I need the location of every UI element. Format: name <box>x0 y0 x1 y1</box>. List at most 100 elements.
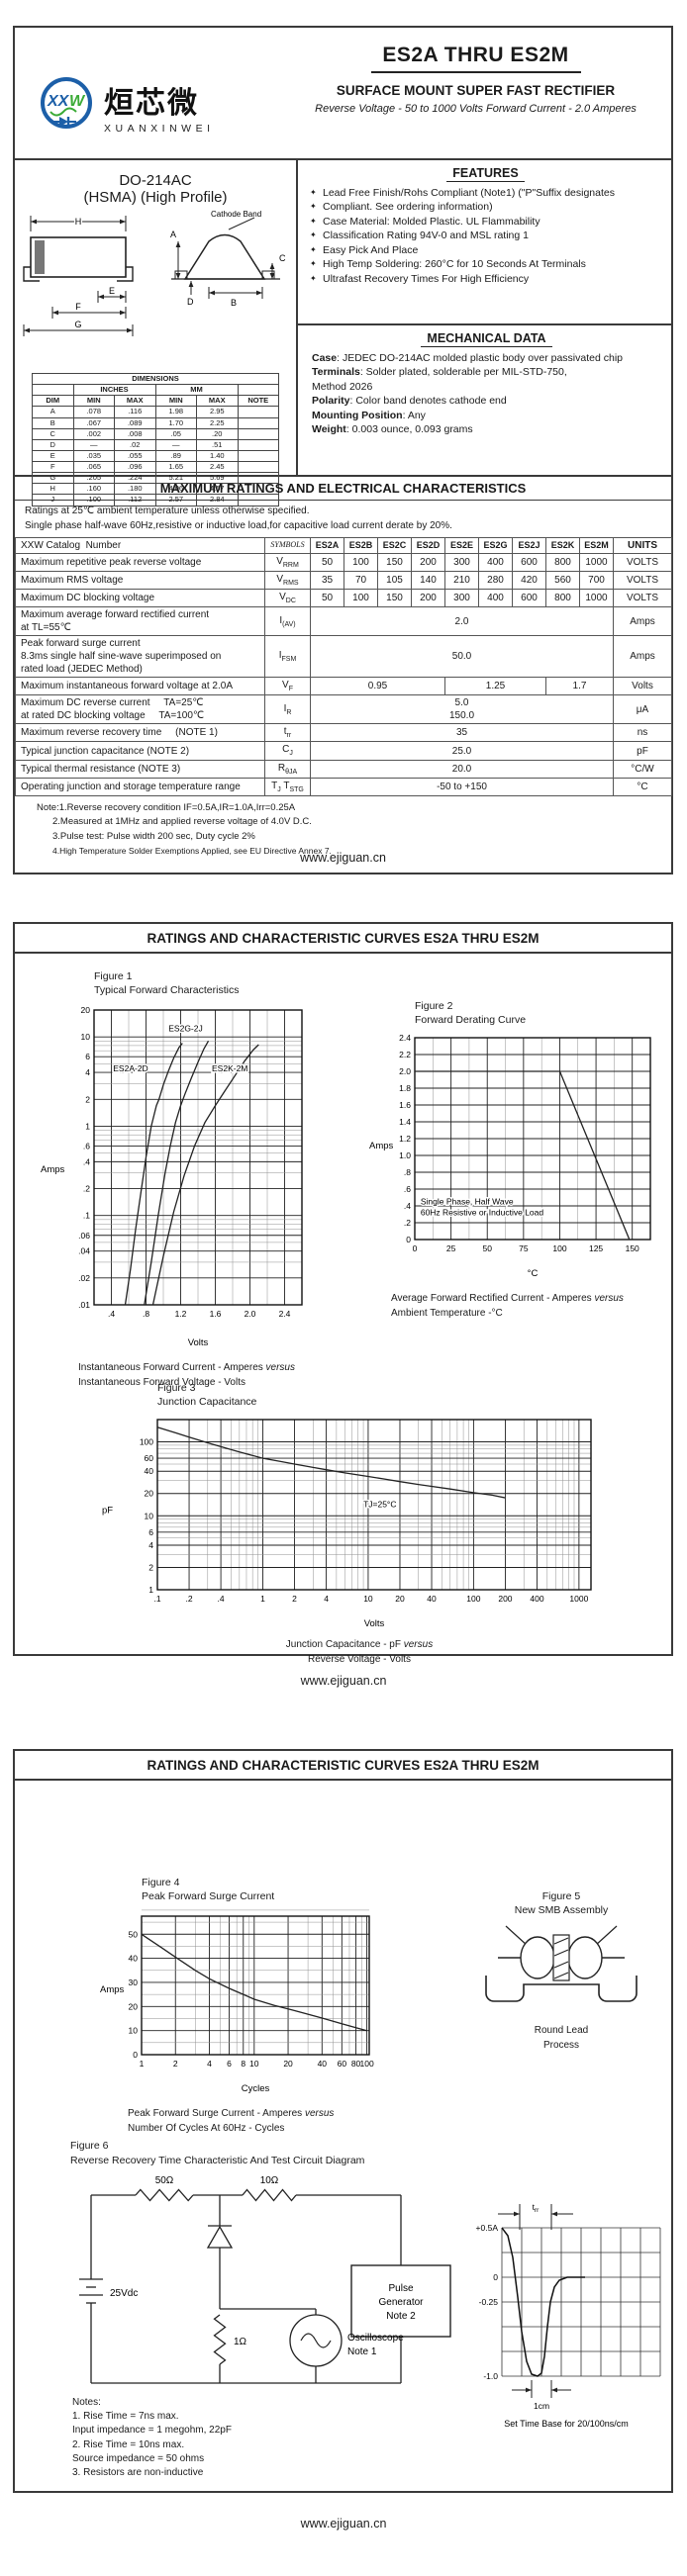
circuit-notes: Notes: 1. Rise Time = 7ns max. Input imped… <box>72 2396 232 2480</box>
svg-text:D: D <box>187 297 194 307</box>
figure-1: Figure 1 Typical Forward Characteristics.… <box>39 969 338 1390</box>
svg-text:+0.5A: +0.5A <box>476 2223 499 2233</box>
ratings-conditions: Ratings at 25℃ ambient temperature unles… <box>15 501 671 537</box>
recovery-waveform-svg: +0.5A 0 -0.25 -1.0 trr 1cm Set Time Base for 2… <box>476 2202 661 2429</box>
bullet-icon: ✦ <box>310 259 317 269</box>
ratings-condition-line1: Ratings at 25℃ ambient temperature unles… <box>25 506 310 516</box>
package-name: DO-214AC <box>119 172 192 189</box>
svg-text:.02: .02 <box>78 1273 90 1283</box>
ratings-condition-line2: Single phase half-wave 60Hz,resistive or… <box>25 519 452 531</box>
dimensions-table: DIMENSIONS INCHES MM DIM MIN MAX MIN MAX NOTE A .0… <box>32 372 279 506</box>
features-list: ✦ Lead Free Finish/Rohs Compliant (Note1)… <box>310 186 661 286</box>
note-line: 4.High Temperature Solder Exemptions App… <box>52 845 332 856</box>
svg-text:40: 40 <box>129 1954 139 1964</box>
fig3-plot: .1 .2 .4 1 2 4 10 20 40 100 200 400 1000 100 60 40 20 10 6… <box>102 1419 592 1629</box>
svg-text:100: 100 <box>359 2059 373 2069</box>
features-section: FEATURES ✦ Lead Free Finish/Rohs Complian… <box>298 160 671 323</box>
svg-text:W: W <box>69 93 86 110</box>
svg-text:.4: .4 <box>218 1594 225 1604</box>
svg-text:4: 4 <box>207 2059 212 2069</box>
note-line: 2.Measured at 1MHz and applied reverse v… <box>52 816 312 828</box>
svg-text:.2: .2 <box>186 1594 193 1604</box>
svg-text:50Ω: 50Ω <box>155 2175 174 2186</box>
svg-text:2: 2 <box>85 1095 90 1105</box>
svg-text:0: 0 <box>493 2272 498 2282</box>
svg-text:0: 0 <box>133 2050 138 2060</box>
recovery-waveform: +0.5A 0 -0.25 -1.0 trr 1cm Set Time Base for 2… <box>460 2192 672 2435</box>
title-divider <box>370 71 581 73</box>
svg-text:25: 25 <box>446 1243 456 1253</box>
mechanical-line: Case: JEDEC DO-214AC molded plastic body… <box>312 352 623 364</box>
fig1-plot: .4.8 1.2 1.6 2.0 2.420106421.6.4.2.1.06.04.0… <box>41 1005 303 1348</box>
part-number-title: ES2A THRU ES2M <box>382 44 569 66</box>
svg-text:400: 400 <box>530 1594 543 1604</box>
table-row: Operating junction and storage temperatu… <box>15 777 672 796</box>
svg-text:2: 2 <box>292 1594 297 1604</box>
svg-text:1.4: 1.4 <box>399 1117 411 1127</box>
ratings-table: XXW Catalog Number SYMBOLS ES2A ES2B ES2C ES2… <box>15 537 672 796</box>
svg-text:150: 150 <box>626 1243 639 1253</box>
footer-url: www.ejiguan.cn <box>300 2517 387 2530</box>
svg-text:0: 0 <box>413 1243 418 1253</box>
table-row: Maximum RMS voltage VRMS 35 70 105 140 210 280 4… <box>15 571 672 591</box>
svg-text:.06: .06 <box>78 1231 90 1241</box>
table-row: Maximum reverse recovery time (NOTE 1) tr… <box>15 723 672 743</box>
svg-text:Cathode Band: Cathode Band <box>211 210 261 219</box>
svg-text:60: 60 <box>145 1453 154 1463</box>
svg-text:1000: 1000 <box>569 1594 588 1604</box>
page-1: XX W 烜芯微 XUANXINWEI ES2A THRU ES2M SURFAC… <box>13 26 673 874</box>
figure-2: Figure 2 Forward Derating Curve 0 25 50 75 100… <box>367 999 666 1321</box>
svg-text:Amps: Amps <box>100 1984 125 1995</box>
figure-title: Reverse Recovery Time Characteristic And… <box>70 2154 365 2166</box>
svg-text:-0.25: -0.25 <box>479 2297 499 2307</box>
notes-list: Note:1.Reverse recovery condition IF=0.5… <box>15 796 671 858</box>
brand-logo: XX W 烜芯微 XUANXINWEI <box>15 28 280 158</box>
table-row: Typical junction capacitance (NOTE 2) CJ 2… <box>15 741 672 761</box>
figure-4: Figure 4 Peak Forward Surge Current 1 2 4 6 8 1… <box>98 1876 395 2136</box>
svg-text:20: 20 <box>283 2059 293 2069</box>
mechanical-line: Terminals: Solder plated, solderable per… <box>312 366 567 379</box>
note-line: 1. Rise Time = 7ns max. <box>72 2411 179 2423</box>
page-2: RATINGS AND CHARACTERISTIC CURVES ES2A T… <box>13 922 673 1665</box>
svg-text:20: 20 <box>145 1489 154 1499</box>
mechanical-line: Mounting Position: Any <box>312 409 426 421</box>
features-heading: FEATURES <box>310 166 661 182</box>
bullet-icon: ✦ <box>310 244 317 254</box>
fig2-plot: 0 25 50 75 100 125 150 2.4 2.2 2.0 1.8 1.6 1.4 1.2 1.0… <box>369 1033 651 1279</box>
svg-text:Volts: Volts <box>364 1618 385 1629</box>
svg-text:ES2A-2D: ES2A-2D <box>113 1063 147 1073</box>
mechanical-line: Weight: 0.003 ounce, 0.093 grams <box>312 423 473 436</box>
doc-subtitle: SURFACE MOUNT SUPER FAST RECTIFIER <box>336 83 616 98</box>
feature-item: ✦ Lead Free Finish/Rohs Compliant (Note1)… <box>310 187 615 199</box>
svg-text:10: 10 <box>249 2059 259 2069</box>
table-row: B .067.089 1.70 2.25 <box>32 416 279 429</box>
doc-tagline: Reverse Voltage - 50 to 1000 Volts Forwa… <box>315 103 637 115</box>
svg-text:2: 2 <box>173 2059 178 2069</box>
svg-text:XX: XX <box>47 93 70 110</box>
svg-text:40: 40 <box>427 1594 437 1604</box>
svg-text:.6: .6 <box>404 1184 411 1194</box>
svg-text:4: 4 <box>148 1540 153 1550</box>
svg-text:1.6: 1.6 <box>210 1309 222 1319</box>
svg-text:Single Phase, Half Wave: Single Phase, Half Wave <box>421 1197 514 1207</box>
svg-text:.8: .8 <box>143 1309 149 1319</box>
svg-text:.4: .4 <box>404 1201 411 1211</box>
svg-text:H: H <box>75 217 82 227</box>
svg-text:.4: .4 <box>83 1157 90 1167</box>
svg-text:Volts: Volts <box>188 1337 209 1348</box>
header: XX W 烜芯微 XUANXINWEI ES2A THRU ES2M SURFAC… <box>15 28 671 160</box>
info-column: FEATURES ✦ Lead Free Finish/Rohs Complian… <box>296 160 671 475</box>
svg-text:40: 40 <box>145 1467 154 1477</box>
svg-text:1cm: 1cm <box>534 2401 549 2411</box>
svg-text:1.0: 1.0 <box>399 1150 411 1160</box>
note-line: Input impedance = 1 megohm, 22pF <box>72 2425 232 2437</box>
svg-text:10: 10 <box>129 2026 139 2036</box>
svg-text:6: 6 <box>85 1053 90 1062</box>
svg-text:°C: °C <box>528 1268 539 1279</box>
note-line: Note:1.Reverse recovery condition IF=0.5… <box>37 801 296 813</box>
svg-text:Cycles: Cycles <box>242 2083 270 2094</box>
table-row: H .160.180 4.06 4.57 <box>32 483 279 496</box>
svg-text:20: 20 <box>81 1005 91 1015</box>
test-circuit-diagram: 50Ω 10Ω 25Vdc 1Ω Oscilloscope Note 1 Pulse Gene… <box>66 2170 454 2405</box>
